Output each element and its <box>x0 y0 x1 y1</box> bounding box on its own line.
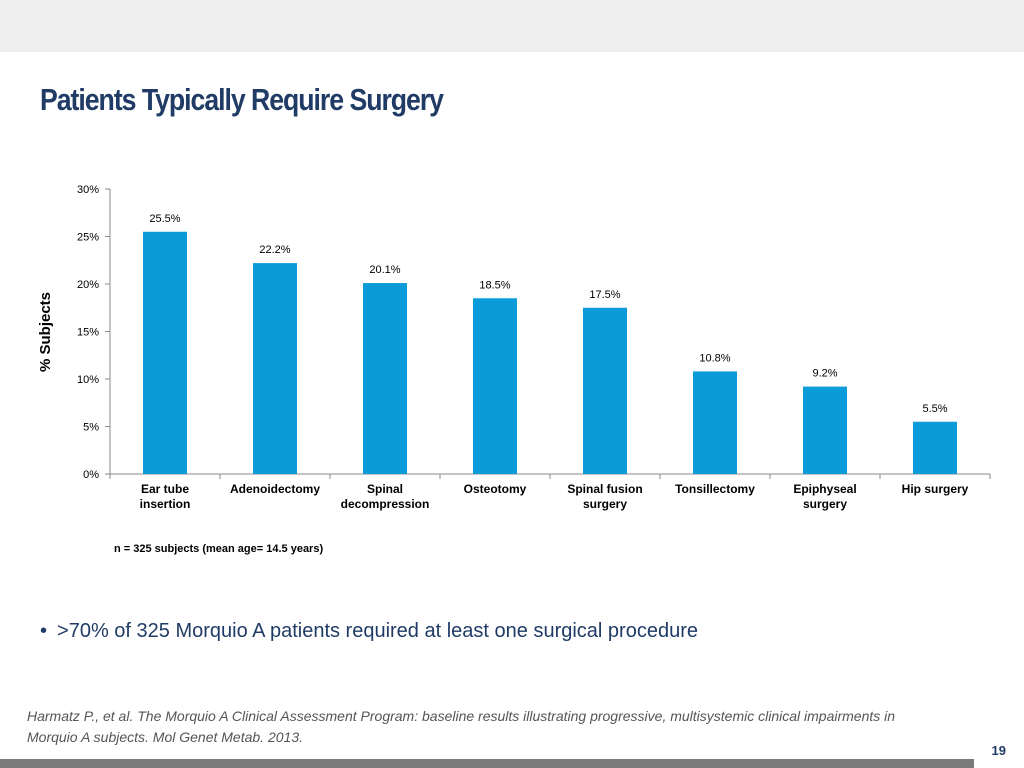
bar <box>913 421 957 474</box>
bar <box>363 283 407 474</box>
bar-chart: % Subjects 0% 5% 10% 15% 20% 25% 30% 25.5% 22.2… <box>37 184 991 511</box>
value-label: 18.5% <box>479 279 510 291</box>
value-label: 25.5% <box>149 213 180 225</box>
y-tick-label: 25% <box>77 232 99 244</box>
category-label: Epiphyseal <box>793 482 856 496</box>
category-label: Adenoidectomy <box>230 482 320 496</box>
bar <box>253 263 297 474</box>
citation: Harmatz P., et al. The Morquio A Clinica… <box>27 708 896 745</box>
bar <box>143 231 187 474</box>
category-label: decompression <box>341 497 430 511</box>
y-tick-label: 5% <box>83 422 99 434</box>
y-tick-label: 30% <box>77 184 99 196</box>
category-label: Hip surgery <box>902 482 969 496</box>
bullet-symbol: • <box>40 620 48 642</box>
bullet-point: • >70% of 325 Morquio A patients required… <box>40 620 698 643</box>
value-label: 20.1% <box>369 264 400 276</box>
bar <box>583 307 627 474</box>
y-axis-ticks: 0% 5% 10% 15% 20% 25% 30% <box>77 184 110 481</box>
y-tick-label: 0% <box>83 469 99 481</box>
category-label: Spinal fusion <box>567 482 642 496</box>
bars-group <box>143 231 957 474</box>
category-label: surgery <box>583 497 627 511</box>
bar <box>693 371 737 474</box>
top-band <box>0 0 1024 52</box>
bottom-bar <box>0 759 974 768</box>
category-label: Osteotomy <box>464 482 527 496</box>
x-axis-ticks <box>109 474 991 479</box>
bar <box>473 298 517 474</box>
bullet-text: >70% of 325 Morquio A patients required … <box>57 620 698 642</box>
category-label: surgery <box>803 497 847 511</box>
page-number: 19 <box>991 743 1006 758</box>
value-label: 17.5% <box>589 289 620 301</box>
y-tick-label: 20% <box>77 279 99 291</box>
category-label: insertion <box>140 497 191 511</box>
category-label: Spinal <box>367 482 403 496</box>
chart-note: n = 325 subjects (mean age= 14.5 years) <box>114 543 324 555</box>
slide-title: Patients Typically Require Surgery <box>40 82 444 117</box>
value-labels-group: 25.5% 22.2% 20.1% 18.5% 17.5% 10.8% 9.2% 5.5% <box>149 213 947 415</box>
value-label: 5.5% <box>922 403 947 415</box>
value-label: 10.8% <box>699 352 730 364</box>
y-tick-label: 15% <box>77 327 99 339</box>
category-label: Ear tube <box>141 482 189 496</box>
y-axis-label: % Subjects <box>37 292 54 372</box>
value-label: 22.2% <box>259 244 290 256</box>
y-tick-label: 10% <box>77 374 99 386</box>
value-label: 9.2% <box>812 368 837 380</box>
bar <box>803 386 847 474</box>
category-label: Tonsillectomy <box>675 482 755 496</box>
